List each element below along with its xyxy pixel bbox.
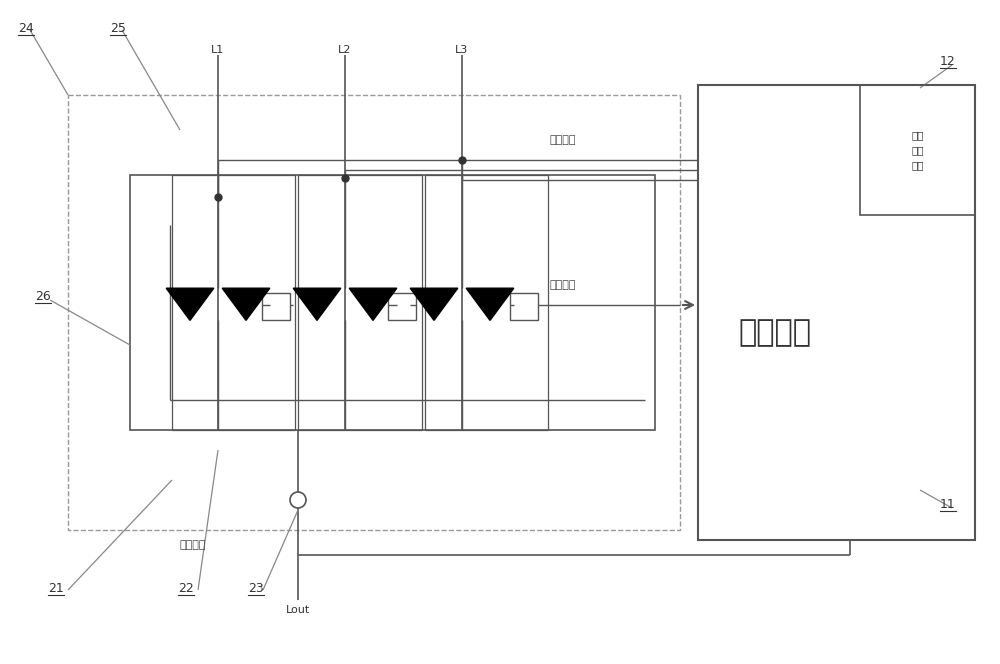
Text: L3: L3	[455, 45, 469, 55]
Bar	[425, 175, 548, 430]
Text: 24: 24	[18, 22, 34, 35]
Bar	[172, 175, 295, 430]
Polygon shape	[166, 288, 214, 321]
Text: 12: 12	[940, 55, 956, 68]
Text: 电流采样: 电流采样	[180, 540, 207, 550]
Text: 11: 11	[940, 498, 956, 511]
Bar	[262, 293, 290, 320]
Text: 22: 22	[178, 582, 194, 595]
Text: 21: 21	[48, 582, 64, 595]
Polygon shape	[293, 288, 341, 321]
Polygon shape	[466, 288, 514, 321]
Bar	[298, 175, 422, 430]
Polygon shape	[222, 288, 270, 321]
Text: 26: 26	[35, 290, 51, 303]
Text: L2: L2	[338, 45, 352, 55]
Text: 控制指令: 控制指令	[550, 280, 576, 290]
Text: L1: L1	[211, 45, 225, 55]
Bar	[130, 175, 655, 430]
Text: 23: 23	[248, 582, 264, 595]
Text: Lout: Lout	[286, 605, 310, 615]
Bar	[860, 85, 975, 215]
Bar	[388, 293, 416, 320]
Text: 控制单元: 控制单元	[738, 318, 812, 347]
Text: 通信: 通信	[911, 145, 924, 155]
Text: 单元: 单元	[911, 160, 924, 170]
Text: 25: 25	[110, 22, 126, 35]
Polygon shape	[349, 288, 397, 321]
Bar	[68, 95, 680, 530]
Text: 电压采样: 电压采样	[550, 135, 576, 145]
Polygon shape	[410, 288, 458, 321]
Bar	[698, 85, 975, 540]
Text: 无线: 无线	[911, 130, 924, 140]
Bar	[510, 293, 538, 320]
